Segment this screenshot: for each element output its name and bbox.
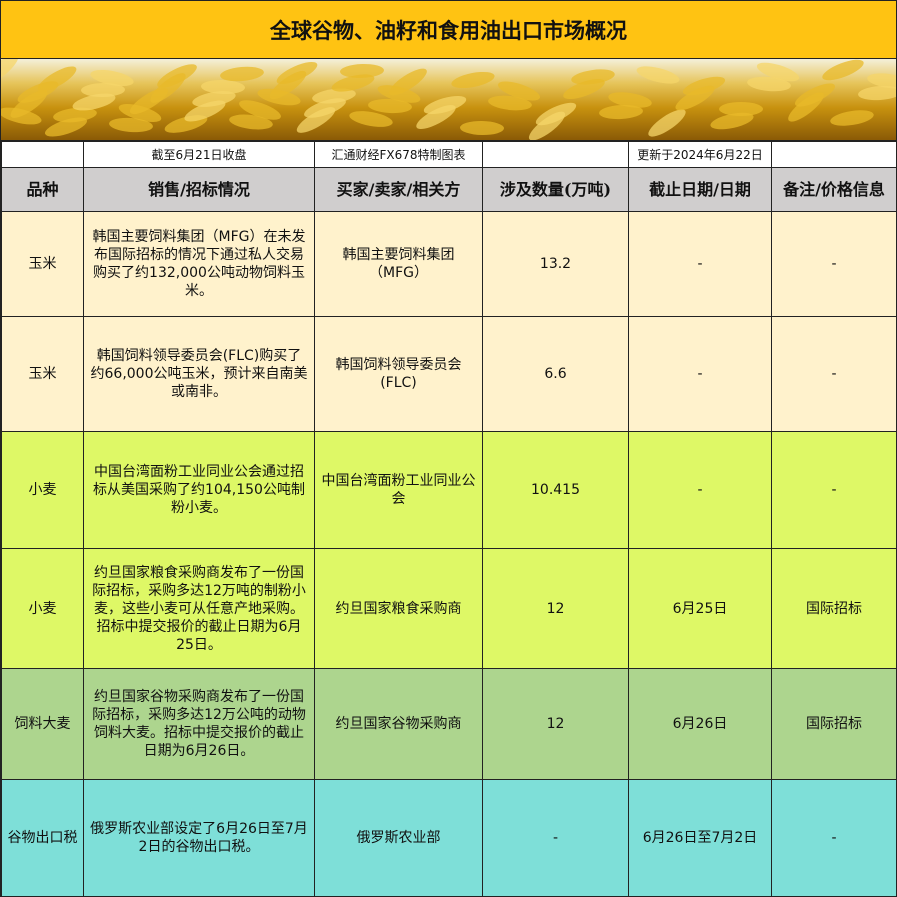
commodity-cell: 玉米	[1, 211, 84, 317]
page-title: 全球谷物、油籽和食用油出口市场概况	[1, 1, 896, 59]
quantity-cell: 12	[482, 548, 629, 669]
source-note: 汇通财经FX678特制图表	[314, 141, 483, 168]
column-header: 涉及数量(万吨)	[482, 167, 629, 212]
description-cell: 约旦国家粮食采购商发布了一份国际招标，采购多达12万吨的制粉小麦，这些小麦可从任…	[83, 548, 315, 669]
commodity-cell: 饲料大麦	[1, 668, 84, 780]
description-cell: 韩国主要饲料集团（MFG）在未发布国际招标的情况下通过私人交易购买了约132,0…	[83, 211, 315, 317]
column-header: 买家/卖家/相关方	[314, 167, 483, 212]
table-row: 饲料大麦 约旦国家谷物采购商发布了一份国际招标，采购多达12万公吨的动物饲料大麦。…	[1, 668, 897, 780]
note-cell: -	[771, 431, 897, 549]
quantity-cell: 13.2	[482, 211, 629, 317]
description-cell: 中国台湾面粉工业同业公会通过招标从美国采购了约104,150公吨制粉小麦。	[83, 431, 315, 549]
quantity-cell: -	[482, 779, 629, 897]
date-cell: -	[628, 211, 772, 317]
quantity-cell: 6.6	[482, 316, 629, 432]
table-row: 谷物出口税 俄罗斯农业部设定了6月26日至7月2日的谷物出口税。 俄罗斯农业部 -6月…	[1, 779, 897, 897]
date-cell: -	[628, 431, 772, 549]
subheader-cell	[482, 141, 629, 168]
party-cell: 韩国饲料领导委员会(FLC)	[314, 316, 483, 432]
quantity-cell: 12	[482, 668, 629, 780]
subheader-cell	[771, 141, 897, 168]
party-cell: 约旦国家粮食采购商	[314, 548, 483, 669]
date-cell: -	[628, 316, 772, 432]
table-row: 玉米 韩国饲料领导委员会(FLC)购买了约66,000公吨玉米，预计来自南美或南非…	[1, 316, 897, 432]
commodity-cell: 谷物出口税	[1, 779, 84, 897]
note-cell: -	[771, 779, 897, 897]
table-row: 小麦 中国台湾面粉工业同业公会通过招标从美国采购了约104,150公吨制粉小麦。中…	[1, 431, 897, 549]
column-header: 品种	[1, 167, 84, 212]
table-row: 小麦 约旦国家粮食采购商发布了一份国际招标，采购多达12万吨的制粉小麦，这些小麦可…	[1, 548, 897, 669]
description-cell: 约旦国家谷物采购商发布了一份国际招标，采购多达12万公吨的动物饲料大麦。招标中提…	[83, 668, 315, 780]
date-cell: 6月25日	[628, 548, 772, 669]
note-cell: 国际招标	[771, 668, 897, 780]
description-cell: 韩国饲料领导委员会(FLC)购买了约66,000公吨玉米，预计来自南美或南非。	[83, 316, 315, 432]
subheader-cell	[1, 141, 84, 168]
note-cell: 国际招标	[771, 548, 897, 669]
note-cell: -	[771, 316, 897, 432]
column-header: 备注/价格信息	[771, 167, 897, 212]
description-cell: 俄罗斯农业部设定了6月26日至7月2日的谷物出口税。	[83, 779, 315, 897]
subheader-row: 截至6月21日收盘 汇通财经FX678特制图表 更新于2024年6月22日	[1, 141, 897, 168]
quantity-cell: 10.415	[482, 431, 629, 549]
header-row: 品种 销售/招标情况 买家/卖家/相关方 涉及数量(万吨) 截止日期/日期 备注…	[1, 167, 897, 212]
party-cell: 约旦国家谷物采购商	[314, 668, 483, 780]
party-cell: 俄罗斯农业部	[314, 779, 483, 897]
party-cell: 中国台湾面粉工业同业公会	[314, 431, 483, 549]
update-date-note: 更新于2024年6月22日	[628, 141, 772, 168]
date-cell: 6月26日	[628, 668, 772, 780]
commodity-cell: 玉米	[1, 316, 84, 432]
column-header: 销售/招标情况	[83, 167, 315, 212]
note-cell: -	[771, 211, 897, 317]
data-cutoff-note: 截至6月21日收盘	[83, 141, 315, 168]
party-cell: 韩国主要饲料集团（MFG）	[314, 211, 483, 317]
column-header: 截止日期/日期	[628, 167, 772, 212]
commodity-cell: 小麦	[1, 548, 84, 669]
table-row: 玉米 韩国主要饲料集团（MFG）在未发布国际招标的情况下通过私人交易购买了约132…	[1, 211, 897, 317]
date-cell: 6月26日至7月2日	[628, 779, 772, 897]
wheat-banner-image	[1, 59, 896, 141]
commodity-cell: 小麦	[1, 431, 84, 549]
